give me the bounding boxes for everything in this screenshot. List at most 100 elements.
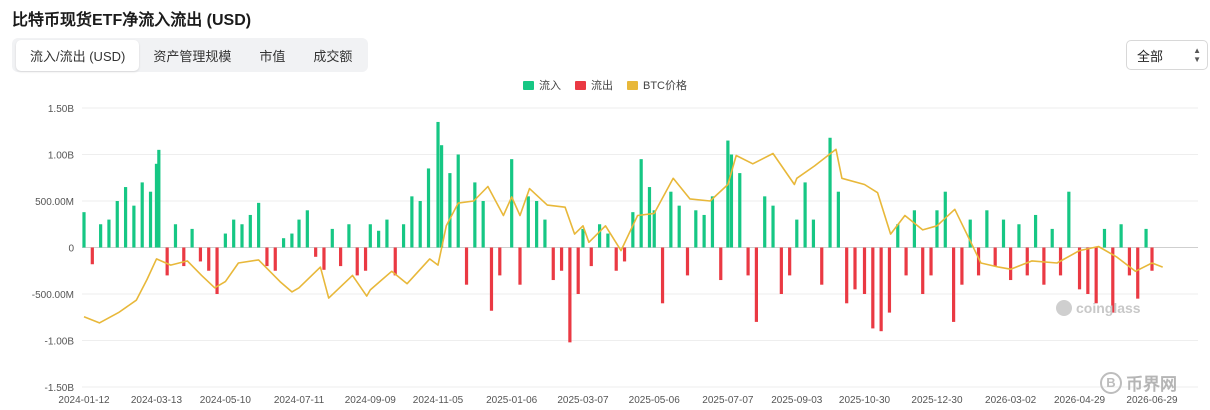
inflow-bar: [912, 210, 917, 248]
inflow-bar: [677, 205, 681, 248]
inflow-bar: [123, 187, 128, 248]
outflow-bar: [929, 247, 933, 276]
y-tick-label: -1.00B: [45, 337, 75, 348]
outflow-bar: [273, 247, 277, 271]
outflow-bar: [1086, 247, 1090, 294]
tab-volume[interactable]: 成交额: [313, 48, 353, 64]
tab-market-cap[interactable]: 市值: [259, 48, 286, 64]
outflow-bar: [207, 247, 211, 271]
inflow-bar: [330, 228, 334, 248]
inflow-bar: [297, 219, 301, 248]
inflow-bar: [290, 233, 294, 248]
site-logo: B 币界网: [1100, 370, 1177, 395]
inflow-bar: [1017, 224, 1021, 248]
coinglass-watermark: coinglass: [1056, 300, 1141, 316]
inflow-bar: [418, 201, 422, 248]
outflow-bar: [314, 247, 318, 257]
inflow-bar: [763, 196, 767, 248]
page-title: 比特币现货ETF净流入流出 (USD): [12, 12, 252, 29]
legend-btc-price[interactable]: BTC价格: [627, 77, 687, 93]
inflow-bar: [1050, 228, 1054, 248]
inflow-bar: [385, 219, 389, 248]
inflow-bar: [99, 224, 103, 248]
inflow-bar: [115, 201, 119, 248]
inflow-bar: [377, 230, 381, 248]
outflow-bar: [746, 247, 750, 276]
inflow-bar: [154, 163, 159, 248]
inflow-bar: [107, 219, 111, 248]
etf-filter-select[interactable]: 全部 ▲ ▼: [1126, 40, 1208, 70]
inflow-bar: [631, 212, 635, 248]
tab-flows[interactable]: 流入/流出 (USD): [16, 39, 140, 71]
outflow-bar: [339, 247, 343, 267]
inflow-bar: [526, 196, 530, 248]
x-tick-label: 2025-05-06: [629, 395, 681, 406]
inflow-bar: [896, 224, 900, 248]
inflow-bar: [985, 210, 989, 248]
inflow-bar: [738, 173, 742, 248]
outflow-bar: [788, 247, 792, 276]
chart-x-axis: 2024-01-12 2024-03-13 2024-05-10 2024-07-11…: [58, 395, 1178, 406]
x-tick-label: 2024-11-05: [413, 395, 464, 406]
outflow-bar: [498, 247, 502, 276]
outflow-bar: [1025, 247, 1029, 276]
inflow-bar: [132, 205, 136, 248]
outflow-bar: [1150, 247, 1154, 271]
outflow-bar: [976, 247, 981, 276]
outflow-bar: [960, 247, 964, 285]
chart-y-axis: 1.50B 1.00B 500.00M 0 -500.00M -1.00B -1.50B: [32, 104, 75, 394]
inflow-bar: [935, 210, 939, 248]
outflow-bar: [921, 247, 925, 294]
inflow-bar: [281, 238, 286, 248]
inflow-bar: [1144, 228, 1148, 248]
etf-filter-value: 全部: [1137, 48, 1164, 64]
legend-inflow[interactable]: 流入: [523, 77, 561, 93]
x-tick-label: 2026-06-29: [1126, 395, 1178, 406]
inflow-bar: [1102, 228, 1107, 248]
inflow-bar: [82, 212, 86, 248]
outflow-bar: [198, 247, 203, 262]
legend-btc-price-swatch: [627, 80, 638, 90]
site-logo-text: 币界网: [1126, 375, 1177, 394]
y-tick-label: -500.00M: [32, 290, 74, 301]
outflow-bar: [1009, 247, 1013, 281]
inflow-bar: [943, 191, 947, 248]
outflow-bar: [993, 247, 997, 267]
inflow-bar: [710, 196, 715, 248]
outflow-bar: [820, 247, 824, 285]
x-tick-label: 2026-03-02: [985, 395, 1037, 406]
inflow-bar: [439, 145, 444, 248]
inflow-bar: [190, 228, 194, 248]
outflow-bar: [845, 247, 849, 304]
tab-aum[interactable]: 资产管理规模: [153, 48, 232, 64]
outflow-bar: [1111, 247, 1115, 313]
chart-price-line: [83, 148, 1163, 324]
x-tick-label: 2025-10-30: [839, 395, 891, 406]
bitcoin-logo-icon: B: [1100, 371, 1122, 394]
inflow-bar: [368, 224, 372, 248]
legend-inflow-swatch: [523, 80, 534, 90]
outflow-bar: [1042, 247, 1046, 285]
legend-outflow[interactable]: 流出: [575, 77, 613, 93]
inflow-bar: [694, 210, 698, 248]
outflow-bar: [719, 247, 723, 281]
outflow-bar: [685, 247, 690, 276]
x-tick-label: 2025-09-03: [771, 395, 823, 406]
outflow-bar: [754, 247, 759, 322]
y-tick-label: 500.00M: [35, 197, 74, 208]
outflow-bar: [489, 247, 494, 311]
outflow-bar: [622, 247, 627, 262]
x-tick-label: 2024-03-13: [131, 395, 183, 406]
x-tick-label: 2026-04-29: [1054, 395, 1106, 406]
outflow-bar: [322, 247, 326, 270]
inflow-bar: [811, 219, 816, 248]
inflow-bar: [510, 159, 514, 248]
outflow-bar: [779, 247, 783, 294]
outflow-bar: [182, 247, 186, 267]
inflow-bar: [652, 210, 656, 248]
outflow-bar: [355, 247, 359, 276]
outflow-bar: [1077, 247, 1082, 290]
outflow-bar: [215, 247, 219, 294]
coinglass-logo-icon: [1056, 300, 1072, 316]
